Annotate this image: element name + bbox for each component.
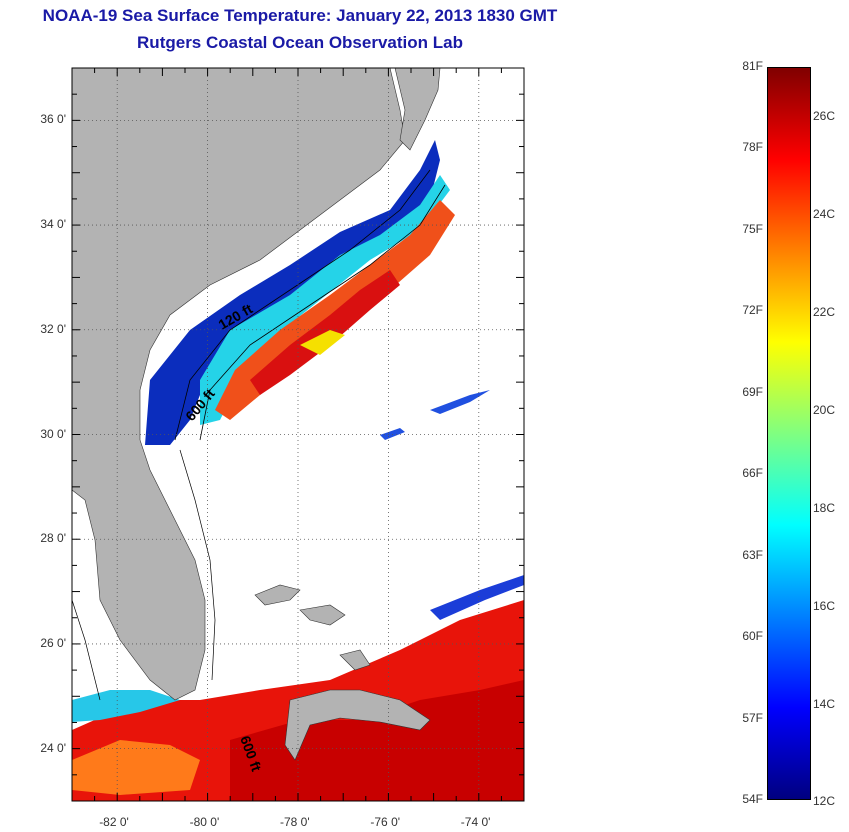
contour-120ft	[174, 169, 431, 441]
sst-cyan-band	[200, 175, 450, 425]
land-bahamas	[254, 584, 371, 671]
contour-florida-west	[72, 599, 101, 701]
colorbar-c-label: 24C	[813, 207, 836, 221]
colorbar-f-label: 63F	[742, 547, 763, 562]
map-title: NOAA-19 Sea Surface Temperature: January…	[42, 6, 558, 25]
colorbar-f-label: 81F	[742, 59, 763, 73]
colorbar-c-label: 16C	[813, 599, 836, 613]
sst-offshore-streak	[430, 390, 490, 414]
lat-tick-label: 36 0'	[40, 112, 66, 127]
colorbar-c-label: 18C	[813, 501, 836, 515]
sst-yellow-patch	[300, 330, 345, 355]
lat-tick-label: 28 0'	[40, 531, 66, 546]
colorbar-f-label: 72F	[742, 303, 763, 318]
land-cuba	[284, 689, 431, 761]
colorbar-f-label: 78F	[742, 140, 763, 155]
sst-cyan-south	[72, 690, 180, 722]
sst-blue-band	[430, 575, 524, 620]
colorbar-f-label: 57F	[742, 710, 763, 725]
map-subtitle: Rutgers Coastal Ocean Observation Lab	[137, 33, 463, 52]
colorbar-f-label: 66F	[742, 466, 763, 481]
lon-tick-label: -80 0'	[189, 815, 220, 829]
colorbar-f-label: 60F	[742, 629, 763, 644]
sst-offshore-streak-2	[380, 428, 405, 440]
map-ticks	[71, 67, 525, 802]
map-gridlines	[72, 68, 524, 801]
lat-tick-label: 34 0'	[40, 217, 66, 232]
land-outer-banks	[394, 68, 441, 151]
temperature-colorbar	[767, 67, 811, 800]
colorbar-c-label: 22C	[813, 305, 836, 319]
lat-tick-label: 26 0'	[40, 635, 66, 650]
sst-cold-shelf	[145, 140, 440, 445]
colorbar-f-label: 75F	[742, 221, 763, 236]
lat-tick-label: 32 0'	[40, 321, 66, 336]
lat-tick-label: 30 0'	[40, 426, 66, 441]
sst-orange-south	[72, 740, 200, 795]
colorbar-c-label: 14C	[813, 697, 836, 711]
colorbar-c-label: 12C	[813, 794, 836, 808]
lon-tick-label: -78 0'	[280, 815, 310, 829]
colorbar-c-label: 26C	[813, 109, 836, 123]
sst-warm-south-dark	[230, 680, 524, 801]
lat-tick-label: 24 0'	[40, 740, 66, 755]
lon-tick-label: -76 0'	[370, 815, 401, 829]
colorbar-c-label: 20C	[813, 403, 836, 417]
lon-tick-label: -74 0'	[460, 815, 491, 829]
contour-florida-shelf	[179, 449, 216, 681]
lon-tick-label: -82 0'	[99, 815, 129, 829]
colorbar-f-label: 69F	[742, 384, 763, 399]
colorbar-f-label: 54F	[742, 792, 763, 806]
land-us-southeast	[72, 68, 406, 701]
